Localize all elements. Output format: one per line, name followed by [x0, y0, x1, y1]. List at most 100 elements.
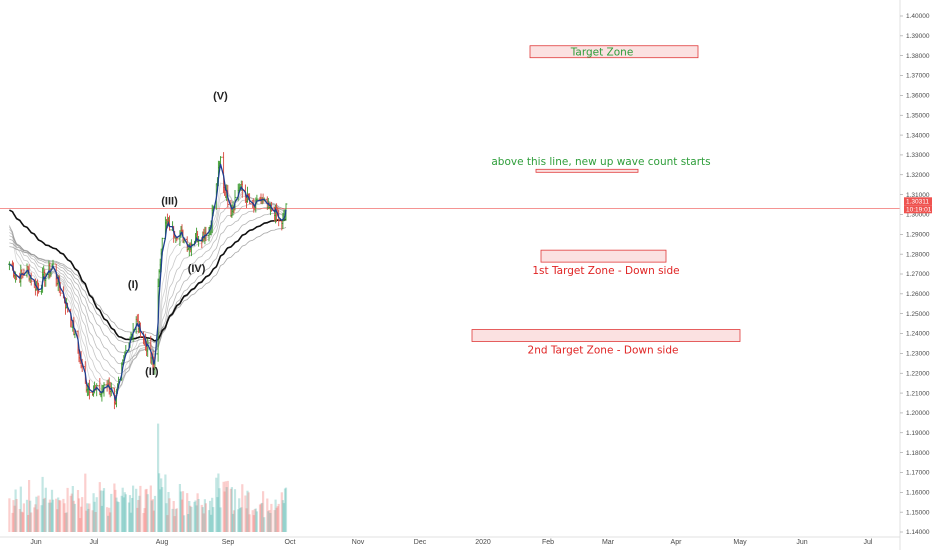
volume-bar	[102, 488, 106, 532]
volume-bar	[164, 474, 167, 532]
y-tick-label: 1.39000	[906, 33, 930, 40]
volume-bar	[35, 496, 38, 532]
volume-bar	[219, 507, 222, 532]
target-zones: Target Zone above this line, new up wave …	[471, 45, 741, 357]
zone-box	[540, 249, 667, 263]
volume-bar	[79, 518, 82, 532]
volume-bar	[49, 502, 53, 532]
volume-bar	[281, 500, 284, 532]
volume-bar	[63, 503, 66, 532]
volume-bar	[100, 505, 103, 532]
volume-bar	[209, 500, 212, 532]
volume-bar	[246, 490, 249, 532]
y-tick-label: 1.18000	[906, 450, 930, 457]
ma-line-90	[9, 227, 287, 337]
volume-bar	[107, 515, 110, 532]
volume-bar	[41, 476, 44, 532]
volume-bar	[266, 498, 269, 532]
volume-bar	[149, 485, 152, 532]
volume-bar	[30, 512, 33, 532]
volume-bar	[55, 498, 58, 532]
y-tick-label: 1.29000	[906, 232, 930, 239]
volume-bar	[187, 514, 190, 532]
zone-label: above this line, new up wave count start…	[491, 156, 710, 168]
volume-bar	[47, 502, 50, 532]
y-tick-label: 1.33000	[906, 152, 930, 159]
y-tick-label: 1.15000	[906, 509, 930, 516]
volume-bar	[232, 510, 236, 532]
wave-label: (IV)	[188, 263, 206, 275]
volume-bar	[25, 499, 29, 532]
wave-label: (I)	[128, 279, 139, 291]
volume-bar	[64, 513, 67, 532]
volume-bar	[51, 499, 55, 532]
volume-bar	[241, 484, 244, 532]
volume-bar	[13, 505, 16, 532]
x-tick-label: Dec	[414, 539, 427, 546]
volume-bar	[261, 502, 264, 532]
volume-bar	[258, 504, 262, 532]
price-line	[9, 163, 287, 403]
y-tick-label: 1.28000	[906, 251, 930, 258]
volume-bar	[270, 503, 273, 532]
volume-bar	[254, 508, 257, 532]
volume-bar	[66, 487, 69, 532]
volume-bar	[150, 500, 153, 532]
x-tick-label: Sep	[222, 539, 235, 546]
volume-bar	[224, 481, 227, 532]
volume-bar	[142, 513, 145, 532]
volume-bar	[15, 499, 18, 532]
volume-bar	[268, 510, 271, 532]
volume-bar	[73, 503, 76, 532]
volume-bar	[259, 503, 263, 532]
volume-bar	[211, 497, 214, 532]
x-tick-label: Jul	[864, 539, 873, 546]
volume-bar	[44, 487, 47, 532]
price-path-line	[9, 163, 287, 403]
volume-bar	[70, 493, 73, 532]
last-price-text: 1.30311	[906, 199, 929, 206]
volume-bar	[174, 509, 177, 532]
volume-bar	[106, 507, 109, 532]
volume-bar	[115, 497, 118, 532]
volume-bar	[179, 491, 183, 532]
volume-bar	[18, 509, 21, 532]
volume-bar	[92, 493, 95, 532]
volume-bar	[91, 510, 94, 532]
long-ma-line	[9, 209, 287, 342]
volume-bar	[181, 491, 185, 532]
volume-bar	[120, 495, 123, 532]
y-tick-label: 1.17000	[906, 470, 930, 477]
volume-bar	[135, 488, 138, 532]
volume-bar	[146, 494, 149, 532]
zone-box	[471, 329, 741, 342]
volume-bar	[121, 487, 124, 532]
volume-bar	[207, 510, 211, 532]
volume-bar	[172, 501, 175, 532]
countdown-text: 10:19:01	[906, 207, 932, 214]
volume-bar	[139, 485, 142, 532]
volume-bar	[34, 504, 37, 532]
volume-bar	[62, 498, 65, 532]
volume-bar	[225, 487, 228, 532]
volume-bar	[201, 507, 204, 532]
volume-bar	[19, 486, 22, 532]
volume-bar	[226, 480, 229, 532]
volume-bar	[87, 508, 90, 532]
y-axis[interactable]: 1.40000 1.39000 1.38000 1.37000 1.36000 1.350…	[899, 0, 932, 550]
x-axis[interactable]: Jun Jul Aug Sep Oct Nov Dec 2020 Feb Mar Apr May Jun…	[0, 536, 900, 546]
y-tick-label: 1.31000	[906, 192, 930, 199]
volume-bar	[159, 489, 162, 532]
volume-bars	[8, 423, 288, 532]
volume-bar	[36, 509, 39, 532]
x-tick-label: Feb	[542, 539, 554, 546]
volume-bar	[204, 503, 207, 532]
volume-bar	[144, 489, 147, 532]
volume-bar	[99, 490, 102, 532]
volume-bar	[251, 510, 254, 532]
y-tick-label: 1.36000	[906, 93, 930, 100]
volume-bar	[283, 488, 287, 532]
volume-bar	[183, 515, 186, 532]
y-tick-label: 1.26000	[906, 291, 930, 298]
